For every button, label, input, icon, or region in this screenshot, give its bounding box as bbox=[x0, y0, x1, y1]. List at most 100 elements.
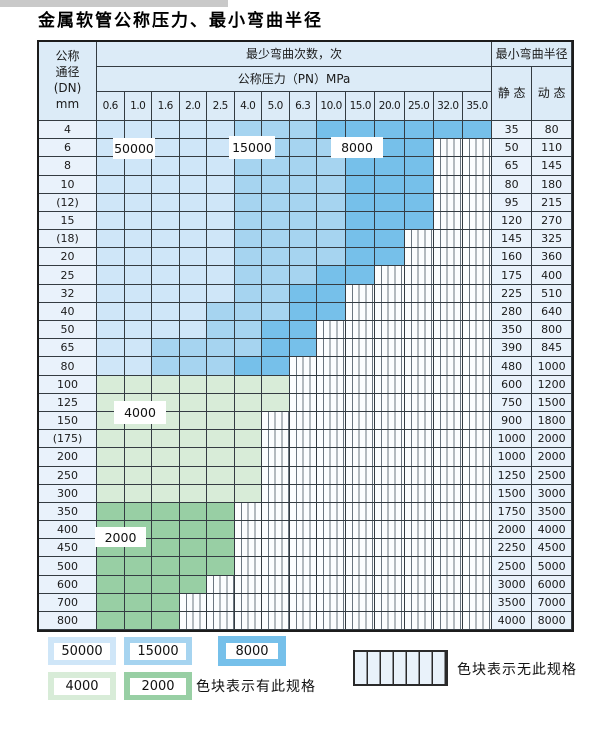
dn-cell: 350 bbox=[39, 502, 97, 522]
grid-cell-colored bbox=[97, 339, 125, 358]
grid-cell-empty bbox=[433, 139, 463, 158]
grid-cell-colored bbox=[179, 211, 207, 231]
header-pressure-tick: 1.6 bbox=[152, 91, 180, 121]
grid-cell-empty bbox=[462, 484, 493, 503]
grid-cell-colored bbox=[124, 211, 152, 231]
grid-cell-colored bbox=[97, 175, 125, 194]
grid-cell-empty bbox=[375, 339, 405, 358]
grid-cell-colored bbox=[152, 157, 180, 176]
grid-cell-empty bbox=[404, 575, 434, 594]
grid-cell-empty bbox=[433, 612, 463, 631]
grid-cell-colored bbox=[124, 321, 152, 340]
grid-cell-empty bbox=[317, 539, 347, 558]
grid-cell-empty bbox=[179, 612, 207, 631]
grid-cell-colored bbox=[207, 557, 235, 576]
header-pressure: 公称压力（PN）MPa bbox=[97, 66, 493, 92]
grid-cell-colored bbox=[207, 339, 235, 358]
dn-cell: 6 bbox=[39, 139, 97, 158]
static-radius-cell: 35 bbox=[492, 120, 533, 140]
grid-cell-colored bbox=[124, 593, 152, 613]
grid-cell-colored bbox=[234, 193, 262, 212]
grid-cell-colored bbox=[375, 211, 405, 231]
grid-cell-colored bbox=[317, 248, 347, 267]
grid-cell-colored bbox=[262, 357, 290, 376]
grid-cell-colored bbox=[179, 266, 207, 285]
grid-cell-colored bbox=[97, 157, 125, 176]
dynamic-radius-cell: 5000 bbox=[532, 557, 573, 576]
grid-cell-colored bbox=[179, 139, 207, 158]
grid-cell-empty bbox=[317, 612, 347, 631]
grid-cell-empty bbox=[433, 411, 463, 431]
grid-cell-colored bbox=[124, 575, 152, 594]
dynamic-radius-cell: 180 bbox=[532, 175, 573, 194]
grid-cell-empty bbox=[375, 539, 405, 558]
grid-cell-colored bbox=[179, 411, 207, 431]
grid-cell-empty bbox=[462, 521, 493, 540]
grid-cell-colored bbox=[346, 230, 376, 249]
grid-cell-colored bbox=[124, 448, 152, 467]
grid-cell-colored bbox=[97, 484, 125, 503]
grid-cell-colored bbox=[207, 448, 235, 467]
grid-cell-empty bbox=[234, 521, 262, 540]
dn-cell: (12) bbox=[39, 193, 97, 212]
grid-cell-colored bbox=[152, 266, 180, 285]
grid-cell-empty bbox=[462, 593, 493, 613]
grid-cell-colored bbox=[179, 193, 207, 212]
grid-cell-empty bbox=[433, 157, 463, 176]
header-pressure-tick: 20.0 bbox=[375, 91, 405, 121]
static-radius-cell: 1750 bbox=[492, 502, 533, 522]
grid-cell-colored bbox=[404, 120, 434, 140]
grid-cell-empty bbox=[462, 375, 493, 394]
grid-cell-empty bbox=[433, 230, 463, 249]
grid-cell-colored bbox=[207, 120, 235, 140]
grid-cell-empty bbox=[346, 339, 376, 358]
static-radius-cell: 390 bbox=[492, 339, 533, 358]
grid-cell-colored bbox=[97, 557, 125, 576]
grid-cell-empty bbox=[317, 557, 347, 576]
header-pressure-tick: 1.0 bbox=[124, 91, 152, 121]
grid-cell-empty bbox=[433, 357, 463, 376]
static-radius-cell: 900 bbox=[492, 411, 533, 431]
dn-cell: 8 bbox=[39, 157, 97, 176]
grid-cell-empty bbox=[404, 448, 434, 467]
grid-cell-colored bbox=[234, 266, 262, 285]
grid-cell-colored bbox=[152, 211, 180, 231]
grid-cell-colored bbox=[97, 466, 125, 485]
grid-cell-empty bbox=[289, 411, 317, 431]
grid-cell-colored bbox=[262, 266, 290, 285]
grid-cell-colored bbox=[152, 484, 180, 503]
dynamic-radius-cell: 510 bbox=[532, 284, 573, 303]
dynamic-radius-cell: 2500 bbox=[532, 466, 573, 485]
grid-cell-empty bbox=[262, 539, 290, 558]
grid-cell-colored bbox=[207, 175, 235, 194]
static-radius-cell: 3000 bbox=[492, 575, 533, 594]
grid-cell-empty bbox=[375, 393, 405, 412]
grid-cell-colored bbox=[262, 157, 290, 176]
dynamic-radius-cell: 1200 bbox=[532, 375, 573, 394]
grid-cell-colored bbox=[124, 339, 152, 358]
dynamic-radius-cell: 1800 bbox=[532, 411, 573, 431]
grid-cell-colored bbox=[234, 321, 262, 340]
grid-cell-empty bbox=[404, 593, 434, 613]
grid-cell-empty bbox=[346, 484, 376, 503]
static-radius-cell: 225 bbox=[492, 284, 533, 303]
dynamic-radius-cell: 3000 bbox=[532, 484, 573, 503]
zone-label-8000: 8000 bbox=[331, 137, 383, 158]
grid-cell-empty bbox=[375, 375, 405, 394]
dynamic-radius-cell: 640 bbox=[532, 302, 573, 322]
grid-cell-colored bbox=[289, 139, 317, 158]
dn-cell: 32 bbox=[39, 284, 97, 303]
dynamic-radius-cell: 1000 bbox=[532, 357, 573, 376]
static-radius-cell: 65 bbox=[492, 157, 533, 176]
grid-cell-empty bbox=[317, 575, 347, 594]
grid-cell-colored bbox=[289, 120, 317, 140]
header-dynamic: 动 态 bbox=[532, 66, 573, 121]
dn-cell: 125 bbox=[39, 393, 97, 412]
grid-cell-empty bbox=[289, 612, 317, 631]
grid-cell-colored bbox=[97, 193, 125, 212]
grid-cell-empty bbox=[346, 430, 376, 449]
grid-cell-empty bbox=[346, 557, 376, 576]
dn-cell: 200 bbox=[39, 448, 97, 467]
grid-cell-empty bbox=[207, 593, 235, 613]
grid-cell-colored bbox=[234, 248, 262, 267]
